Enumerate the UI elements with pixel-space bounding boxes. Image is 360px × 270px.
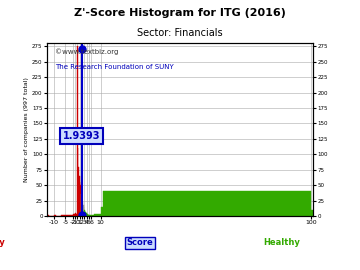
Bar xyxy=(54,215,56,216)
Bar xyxy=(72,214,74,216)
Bar xyxy=(84,210,85,216)
Bar xyxy=(61,215,63,216)
Bar xyxy=(71,215,72,216)
Text: Sector: Financials: Sector: Financials xyxy=(137,28,223,38)
Bar xyxy=(89,215,90,216)
Text: Healthy: Healthy xyxy=(263,238,300,248)
Text: Z'-Score Histogram for ITG (2016): Z'-Score Histogram for ITG (2016) xyxy=(74,8,286,18)
Text: Unhealthy: Unhealthy xyxy=(0,238,5,248)
Bar xyxy=(86,214,87,216)
Bar xyxy=(100,207,103,216)
Y-axis label: Number of companies (997 total): Number of companies (997 total) xyxy=(24,77,30,182)
Bar xyxy=(88,215,89,216)
Bar xyxy=(63,215,66,216)
Bar xyxy=(66,215,68,216)
Bar xyxy=(83,205,84,216)
Bar xyxy=(78,167,79,216)
Text: ©www.textbiz.org: ©www.textbiz.org xyxy=(55,48,118,55)
Bar xyxy=(47,215,49,216)
Bar xyxy=(103,191,311,216)
Bar xyxy=(81,194,82,216)
Bar xyxy=(79,176,80,216)
Bar xyxy=(94,214,100,216)
Bar xyxy=(90,215,91,216)
Bar xyxy=(70,215,71,216)
Text: The Research Foundation of SUNY: The Research Foundation of SUNY xyxy=(55,64,174,70)
Bar xyxy=(85,212,86,216)
Bar xyxy=(74,214,75,216)
Bar xyxy=(91,215,94,216)
Bar xyxy=(75,213,76,216)
Bar xyxy=(76,214,77,216)
Bar xyxy=(87,214,88,216)
Bar xyxy=(80,185,81,216)
Bar xyxy=(77,46,78,216)
Text: 1.9393: 1.9393 xyxy=(63,131,100,141)
Bar xyxy=(82,202,83,216)
Text: Score: Score xyxy=(127,238,153,248)
Bar xyxy=(311,210,313,216)
Bar xyxy=(68,215,70,216)
